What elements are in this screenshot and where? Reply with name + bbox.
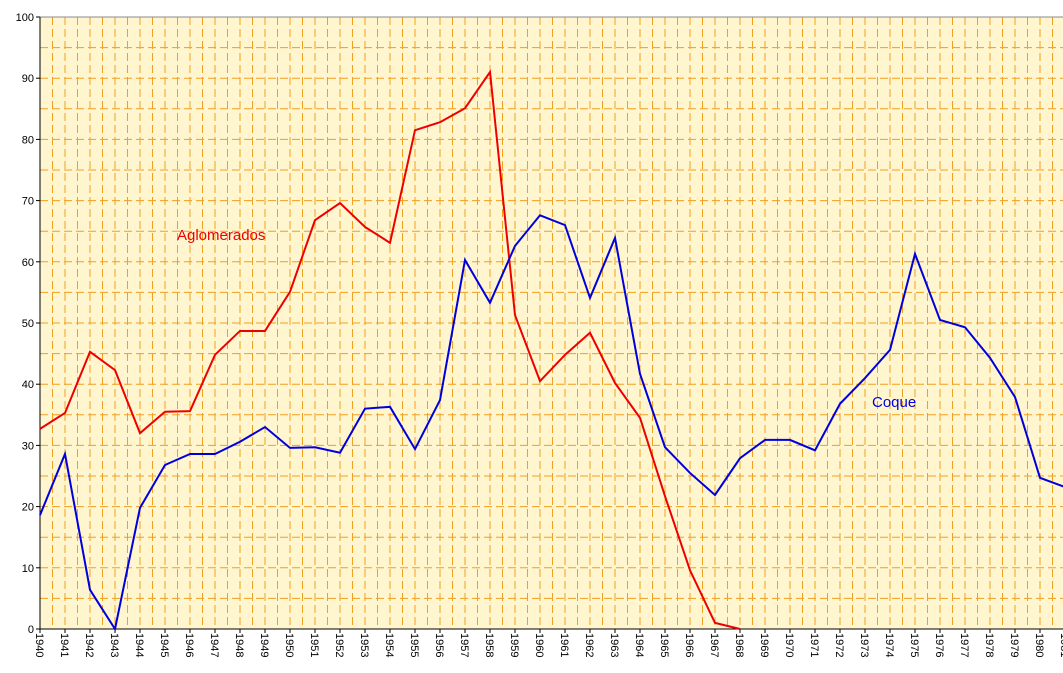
y-tick-label: 70 (22, 196, 34, 208)
x-tick-label: 1961 (558, 633, 570, 657)
x-tick-label: 1964 (633, 633, 645, 657)
x-tick-label: 1981 (1058, 633, 1063, 657)
x-tick-label: 1973 (858, 633, 870, 657)
x-tick-label: 1950 (283, 633, 295, 657)
series-line (39, 69, 741, 630)
x-tick-label: 1944 (133, 633, 145, 657)
y-tick-label: 20 (22, 502, 34, 514)
x-tick-label: 1951 (308, 633, 320, 657)
x-tick-label: 1980 (1033, 633, 1045, 657)
x-tick-label: 1954 (383, 633, 395, 657)
x-tick-label: 1956 (433, 633, 445, 657)
x-tick-label: 1952 (333, 633, 345, 657)
x-tick-label: 1943 (108, 633, 120, 657)
x-tick-label: 1974 (883, 633, 895, 657)
x-tick-label: 1960 (533, 633, 545, 657)
series-label: Coque (872, 394, 916, 411)
y-tick-label: 50 (22, 318, 34, 330)
x-tick-label: 1948 (233, 633, 245, 657)
x-tick-label: 1966 (683, 633, 695, 657)
x-tick-label: 1957 (458, 633, 470, 657)
x-tick-label: 1946 (183, 633, 195, 657)
y-tick-label: 90 (22, 73, 34, 85)
x-tick-label: 1975 (908, 633, 920, 657)
x-tick-label: 1942 (83, 633, 95, 657)
x-tick-label: 1963 (608, 633, 620, 657)
y-tick-label: 30 (22, 440, 34, 452)
x-tick-label: 1970 (783, 633, 795, 657)
y-tick-label: 80 (22, 134, 34, 146)
x-tick-label: 1978 (983, 633, 995, 657)
x-tick-label: 1976 (933, 633, 945, 657)
x-tick-label: 1977 (958, 633, 970, 657)
x-tick-label: 1940 (33, 633, 45, 657)
x-tick-label: 1972 (833, 633, 845, 657)
x-tick-label: 1967 (708, 633, 720, 657)
x-tick-label: 1953 (358, 633, 370, 657)
x-tick-label: 1965 (658, 633, 670, 657)
y-tick-label: 40 (22, 379, 34, 391)
x-tick-label: 1962 (583, 633, 595, 657)
y-tick-label: 0 (28, 624, 34, 636)
series-line (39, 214, 1063, 632)
x-tick-label: 1949 (258, 633, 270, 657)
x-tick-label: 1947 (208, 633, 220, 657)
series-label: Aglomerados (177, 227, 265, 244)
x-tick-label: 1959 (508, 633, 520, 657)
x-tick-label: 1971 (808, 633, 820, 657)
x-tick-label: 1955 (408, 633, 420, 657)
y-tick-label: 10 (22, 563, 34, 575)
x-tick-label: 1979 (1008, 633, 1020, 657)
x-tick-label: 1969 (758, 633, 770, 657)
y-tick-label: 60 (22, 257, 34, 269)
x-tick-label: 1945 (158, 633, 170, 657)
x-tick-label: 1941 (58, 633, 70, 657)
x-tick-label: 1958 (483, 633, 495, 657)
x-tick-label: 1968 (733, 633, 745, 657)
y-tick-label: 100 (16, 12, 34, 24)
